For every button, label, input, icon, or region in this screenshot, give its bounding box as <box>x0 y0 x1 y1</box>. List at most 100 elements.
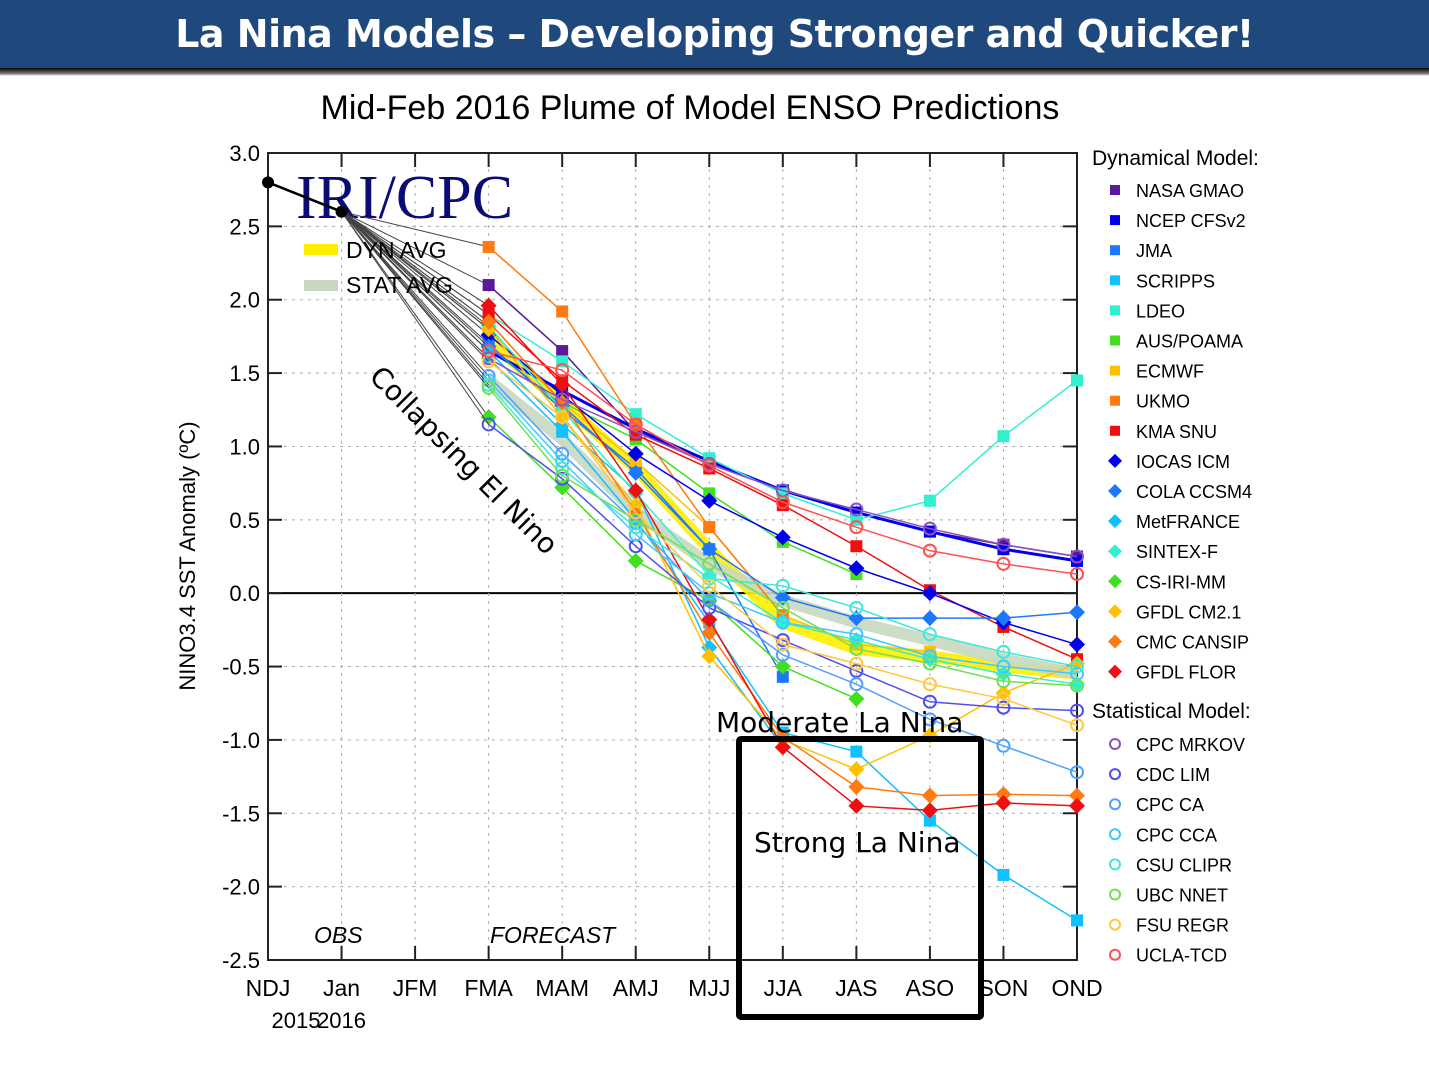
data-point-circle <box>996 674 1011 689</box>
data-point-circle <box>996 700 1011 715</box>
legend-marker-square <box>1110 215 1120 226</box>
legend-label: UKMO <box>1136 392 1190 412</box>
series-line <box>488 360 1078 726</box>
slide-title: La Nina Models – Developing Stronger and… <box>175 12 1254 56</box>
x-ticks: NDJ Jan JFM FMA MAM AMJ MJJ JJA JAS ASO SON OND 2015… <box>246 153 1103 1033</box>
y-tick-label: 0.0 <box>229 581 260 606</box>
legend-marker-circle <box>1109 918 1121 931</box>
data-point-diamond <box>921 802 938 819</box>
data-point-diamond <box>848 778 865 795</box>
legend-label: NASA GMAO <box>1136 181 1244 201</box>
legend-marker-square <box>1110 425 1120 436</box>
data-point-diamond <box>848 690 865 707</box>
legend-label: IOCAS ICM <box>1136 452 1230 472</box>
connector-line <box>341 211 489 307</box>
data-point-square <box>997 868 1010 881</box>
legend-marker-square <box>1110 245 1120 256</box>
data-point-square <box>629 408 642 421</box>
data-point-circle <box>775 495 790 510</box>
legend-label: CS-IRI-MM <box>1136 572 1226 592</box>
data-point-diamond <box>1069 787 1085 804</box>
legend-label: SCRIPPS <box>1136 271 1215 291</box>
series-gfdl-flor <box>341 211 1085 819</box>
legend-marker-circle <box>1109 738 1121 750</box>
x-tick-label: SON <box>979 975 1029 1001</box>
data-point-diamond <box>848 610 865 627</box>
x-tick-label: OND <box>1051 975 1102 1001</box>
y-tick-label: 3.0 <box>229 141 260 166</box>
data-point-circle <box>555 468 570 483</box>
legend-label: ECMWF <box>1136 362 1204 382</box>
data-point-circle <box>555 410 570 425</box>
series-line <box>488 357 1078 558</box>
moderate-la-nina-annotation: Moderate La Nina <box>716 706 963 739</box>
data-point-circle <box>481 354 496 369</box>
legend-label: GFDL CM2.1 <box>1136 602 1241 622</box>
series-line <box>488 379 1078 675</box>
stat-avg-swatch <box>304 280 338 291</box>
data-point-circle <box>849 677 864 692</box>
connector-line <box>341 211 489 352</box>
series-ncep-cfsv2 <box>341 211 1083 567</box>
data-point-circle <box>702 571 717 586</box>
legend-marker-circle <box>1109 798 1121 811</box>
data-point-square <box>776 670 789 683</box>
data-point-diamond <box>701 541 718 558</box>
legend-marker-diamond <box>1108 604 1122 619</box>
x-tick-label: FMA <box>464 975 513 1001</box>
connector-line <box>341 211 489 248</box>
data-point-circle <box>481 380 496 395</box>
model-series <box>341 211 1085 927</box>
legend-marker-diamond <box>1108 453 1122 468</box>
data-point-square <box>923 814 936 827</box>
series-ldeo <box>341 211 1083 526</box>
legend-marker-diamond <box>1108 574 1122 589</box>
data-point-circle <box>922 656 937 671</box>
legend-marker-circle <box>1109 888 1121 901</box>
legend-marker-square <box>1110 185 1120 195</box>
y-tick-label: 1.0 <box>229 434 260 459</box>
connector-line <box>341 211 489 315</box>
legend-marker-diamond <box>1108 544 1122 559</box>
title-banner <box>0 0 1429 68</box>
data-point-diamond <box>1069 797 1085 814</box>
legend-label: JMA <box>1136 241 1172 261</box>
data-point-diamond <box>627 464 644 481</box>
data-point-diamond <box>1069 604 1085 621</box>
legend-label: CSU CLIPR <box>1136 855 1232 875</box>
y-tick-label: -1.0 <box>222 728 260 753</box>
legend-marker-square <box>1110 335 1120 346</box>
data-point-circle <box>922 677 937 692</box>
data-point-circle <box>702 586 717 601</box>
banner-shadow <box>0 68 1429 76</box>
y-tick-label: 2.0 <box>229 288 260 313</box>
data-point-diamond <box>554 394 571 411</box>
data-point-circle <box>702 556 717 571</box>
dyn-avg-swatch <box>304 244 338 255</box>
legend-header-statistical: Statistical Model: <box>1092 700 1251 723</box>
connector-line <box>341 211 489 348</box>
legend-label: CDC LIM <box>1136 765 1210 785</box>
x-tick-label: MAM <box>535 975 589 1001</box>
data-point-square <box>556 305 569 318</box>
watermark-iri-cpc: IRI/CPC <box>296 164 513 232</box>
data-point-circle <box>1070 659 1084 674</box>
data-point-circle <box>922 543 937 558</box>
legend-marker-square <box>1110 365 1120 376</box>
y-tick-label: -1.5 <box>222 801 260 826</box>
data-point-diamond <box>995 610 1012 627</box>
data-point-diamond <box>701 624 718 641</box>
y-tick-label: -0.5 <box>222 655 260 680</box>
legend-marker-circle <box>1109 828 1121 841</box>
legend-label: CPC CA <box>1136 795 1204 815</box>
chart-title: Mid-Feb 2016 Plume of Model ENSO Predict… <box>321 89 1060 127</box>
series-ucla-tcd <box>341 211 1084 582</box>
data-point-circle <box>922 627 937 642</box>
data-point-diamond <box>774 589 791 606</box>
data-point-circle <box>1070 765 1084 780</box>
data-point-circle <box>775 647 790 662</box>
dyn-avg-label: DYN AVG <box>346 237 447 263</box>
legend-marker-circle <box>1109 768 1121 781</box>
data-point-circle <box>555 363 570 378</box>
data-point-circle <box>702 593 717 608</box>
